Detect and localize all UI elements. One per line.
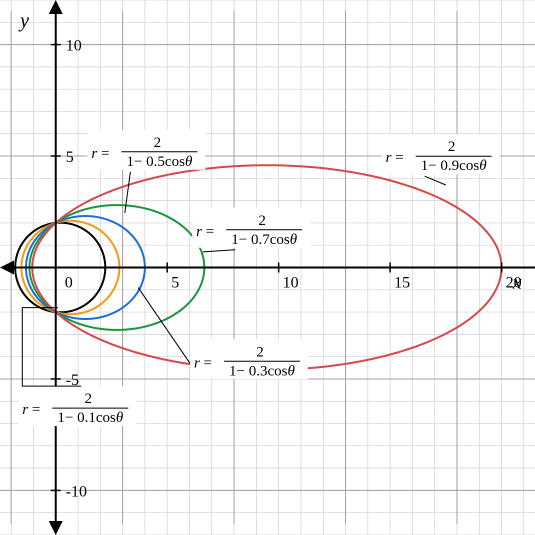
y-tick: -10 — [66, 483, 87, 500]
svg-text:2: 2 — [154, 135, 162, 151]
y-tick: 5 — [66, 149, 74, 166]
axes: 05101520-10-5510yx — [0, 0, 535, 535]
x-axis-label: x — [512, 272, 522, 294]
svg-text:r =: r = — [194, 355, 212, 371]
svg-text:2: 2 — [448, 139, 456, 155]
x-tick: 10 — [283, 275, 299, 292]
x-tick: 0 — [65, 275, 73, 292]
x-tick: 5 — [171, 275, 179, 292]
svg-text:1− 0.7cosθ: 1− 0.7cosθ — [231, 232, 297, 248]
svg-text:1− 0.3cosθ: 1− 0.3cosθ — [229, 363, 295, 379]
svg-text:r =: r = — [196, 224, 214, 240]
svg-text:1− 0.5cosθ: 1− 0.5cosθ — [126, 154, 192, 170]
x-tick: 15 — [394, 275, 410, 292]
svg-text:r =: r = — [386, 150, 404, 166]
labels: r = 2 1− 0.1cosθ r = 2 1− 0.3cosθ r = 2 1− 0.… — [18, 130, 499, 426]
svg-text:r =: r = — [91, 146, 109, 162]
y-tick: 10 — [66, 38, 82, 55]
svg-text:1− 0.1cosθ: 1− 0.1cosθ — [57, 410, 123, 426]
svg-text:1− 0.9cosθ: 1− 0.9cosθ — [421, 158, 487, 174]
y-axis-label: y — [18, 10, 29, 32]
svg-text:2: 2 — [258, 213, 266, 229]
svg-text:2: 2 — [85, 391, 93, 407]
svg-text:2: 2 — [256, 344, 264, 360]
svg-text:r =: r = — [22, 402, 40, 418]
